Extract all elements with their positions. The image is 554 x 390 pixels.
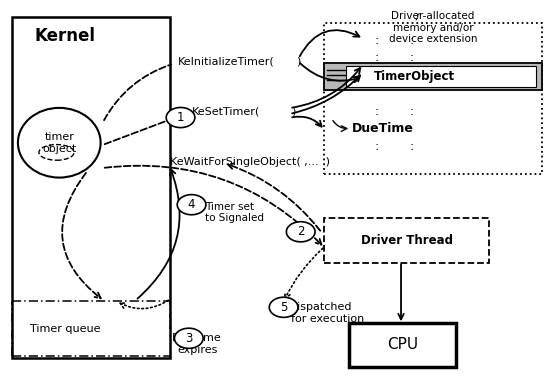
Text: Kernel: Kernel bbox=[34, 27, 95, 44]
Circle shape bbox=[177, 195, 206, 215]
Text: :: : bbox=[410, 34, 414, 47]
Text: KeSetTimer(: KeSetTimer( bbox=[192, 107, 260, 117]
Text: ): ) bbox=[291, 107, 295, 117]
Text: DueTime: DueTime bbox=[351, 122, 413, 135]
Text: 5: 5 bbox=[280, 301, 288, 314]
Text: KeInitializeTimer(: KeInitializeTimer( bbox=[178, 57, 275, 66]
Text: :: : bbox=[410, 140, 414, 153]
Text: CPU: CPU bbox=[387, 337, 418, 352]
Bar bbox=[346, 66, 536, 87]
Circle shape bbox=[166, 108, 195, 128]
Text: timer
object: timer object bbox=[42, 132, 76, 154]
Text: :: : bbox=[410, 51, 414, 64]
Text: 4: 4 bbox=[188, 198, 196, 211]
Bar bbox=[324, 23, 542, 174]
Text: ): ) bbox=[296, 57, 301, 66]
Text: Driver Thread: Driver Thread bbox=[361, 234, 453, 247]
Text: Driver-allocated
memory and/or
device extension: Driver-allocated memory and/or device ex… bbox=[389, 11, 477, 44]
Text: KeWaitForSingleObject( ,...  ): KeWaitForSingleObject( ,... ) bbox=[170, 157, 330, 167]
Text: 1: 1 bbox=[177, 111, 184, 124]
Text: DueTime
expires: DueTime expires bbox=[172, 333, 222, 355]
Text: :: : bbox=[374, 140, 378, 153]
Text: :: : bbox=[410, 105, 414, 118]
Circle shape bbox=[286, 222, 315, 242]
Bar bbox=[348, 323, 456, 367]
Circle shape bbox=[175, 328, 203, 348]
Text: Timer queue: Timer queue bbox=[29, 324, 100, 333]
Text: Timer set
to Signaled: Timer set to Signaled bbox=[206, 202, 264, 223]
Text: dispatched
for execution: dispatched for execution bbox=[291, 302, 364, 324]
Bar bbox=[324, 63, 542, 90]
Text: :: : bbox=[374, 34, 378, 47]
Bar bbox=[324, 218, 489, 263]
Text: TimerObject: TimerObject bbox=[373, 71, 455, 83]
Text: 3: 3 bbox=[185, 332, 192, 345]
Bar bbox=[12, 17, 170, 358]
Text: :: : bbox=[374, 105, 378, 118]
Text: :: : bbox=[374, 51, 378, 64]
Text: 2: 2 bbox=[297, 225, 305, 238]
Circle shape bbox=[269, 297, 298, 317]
